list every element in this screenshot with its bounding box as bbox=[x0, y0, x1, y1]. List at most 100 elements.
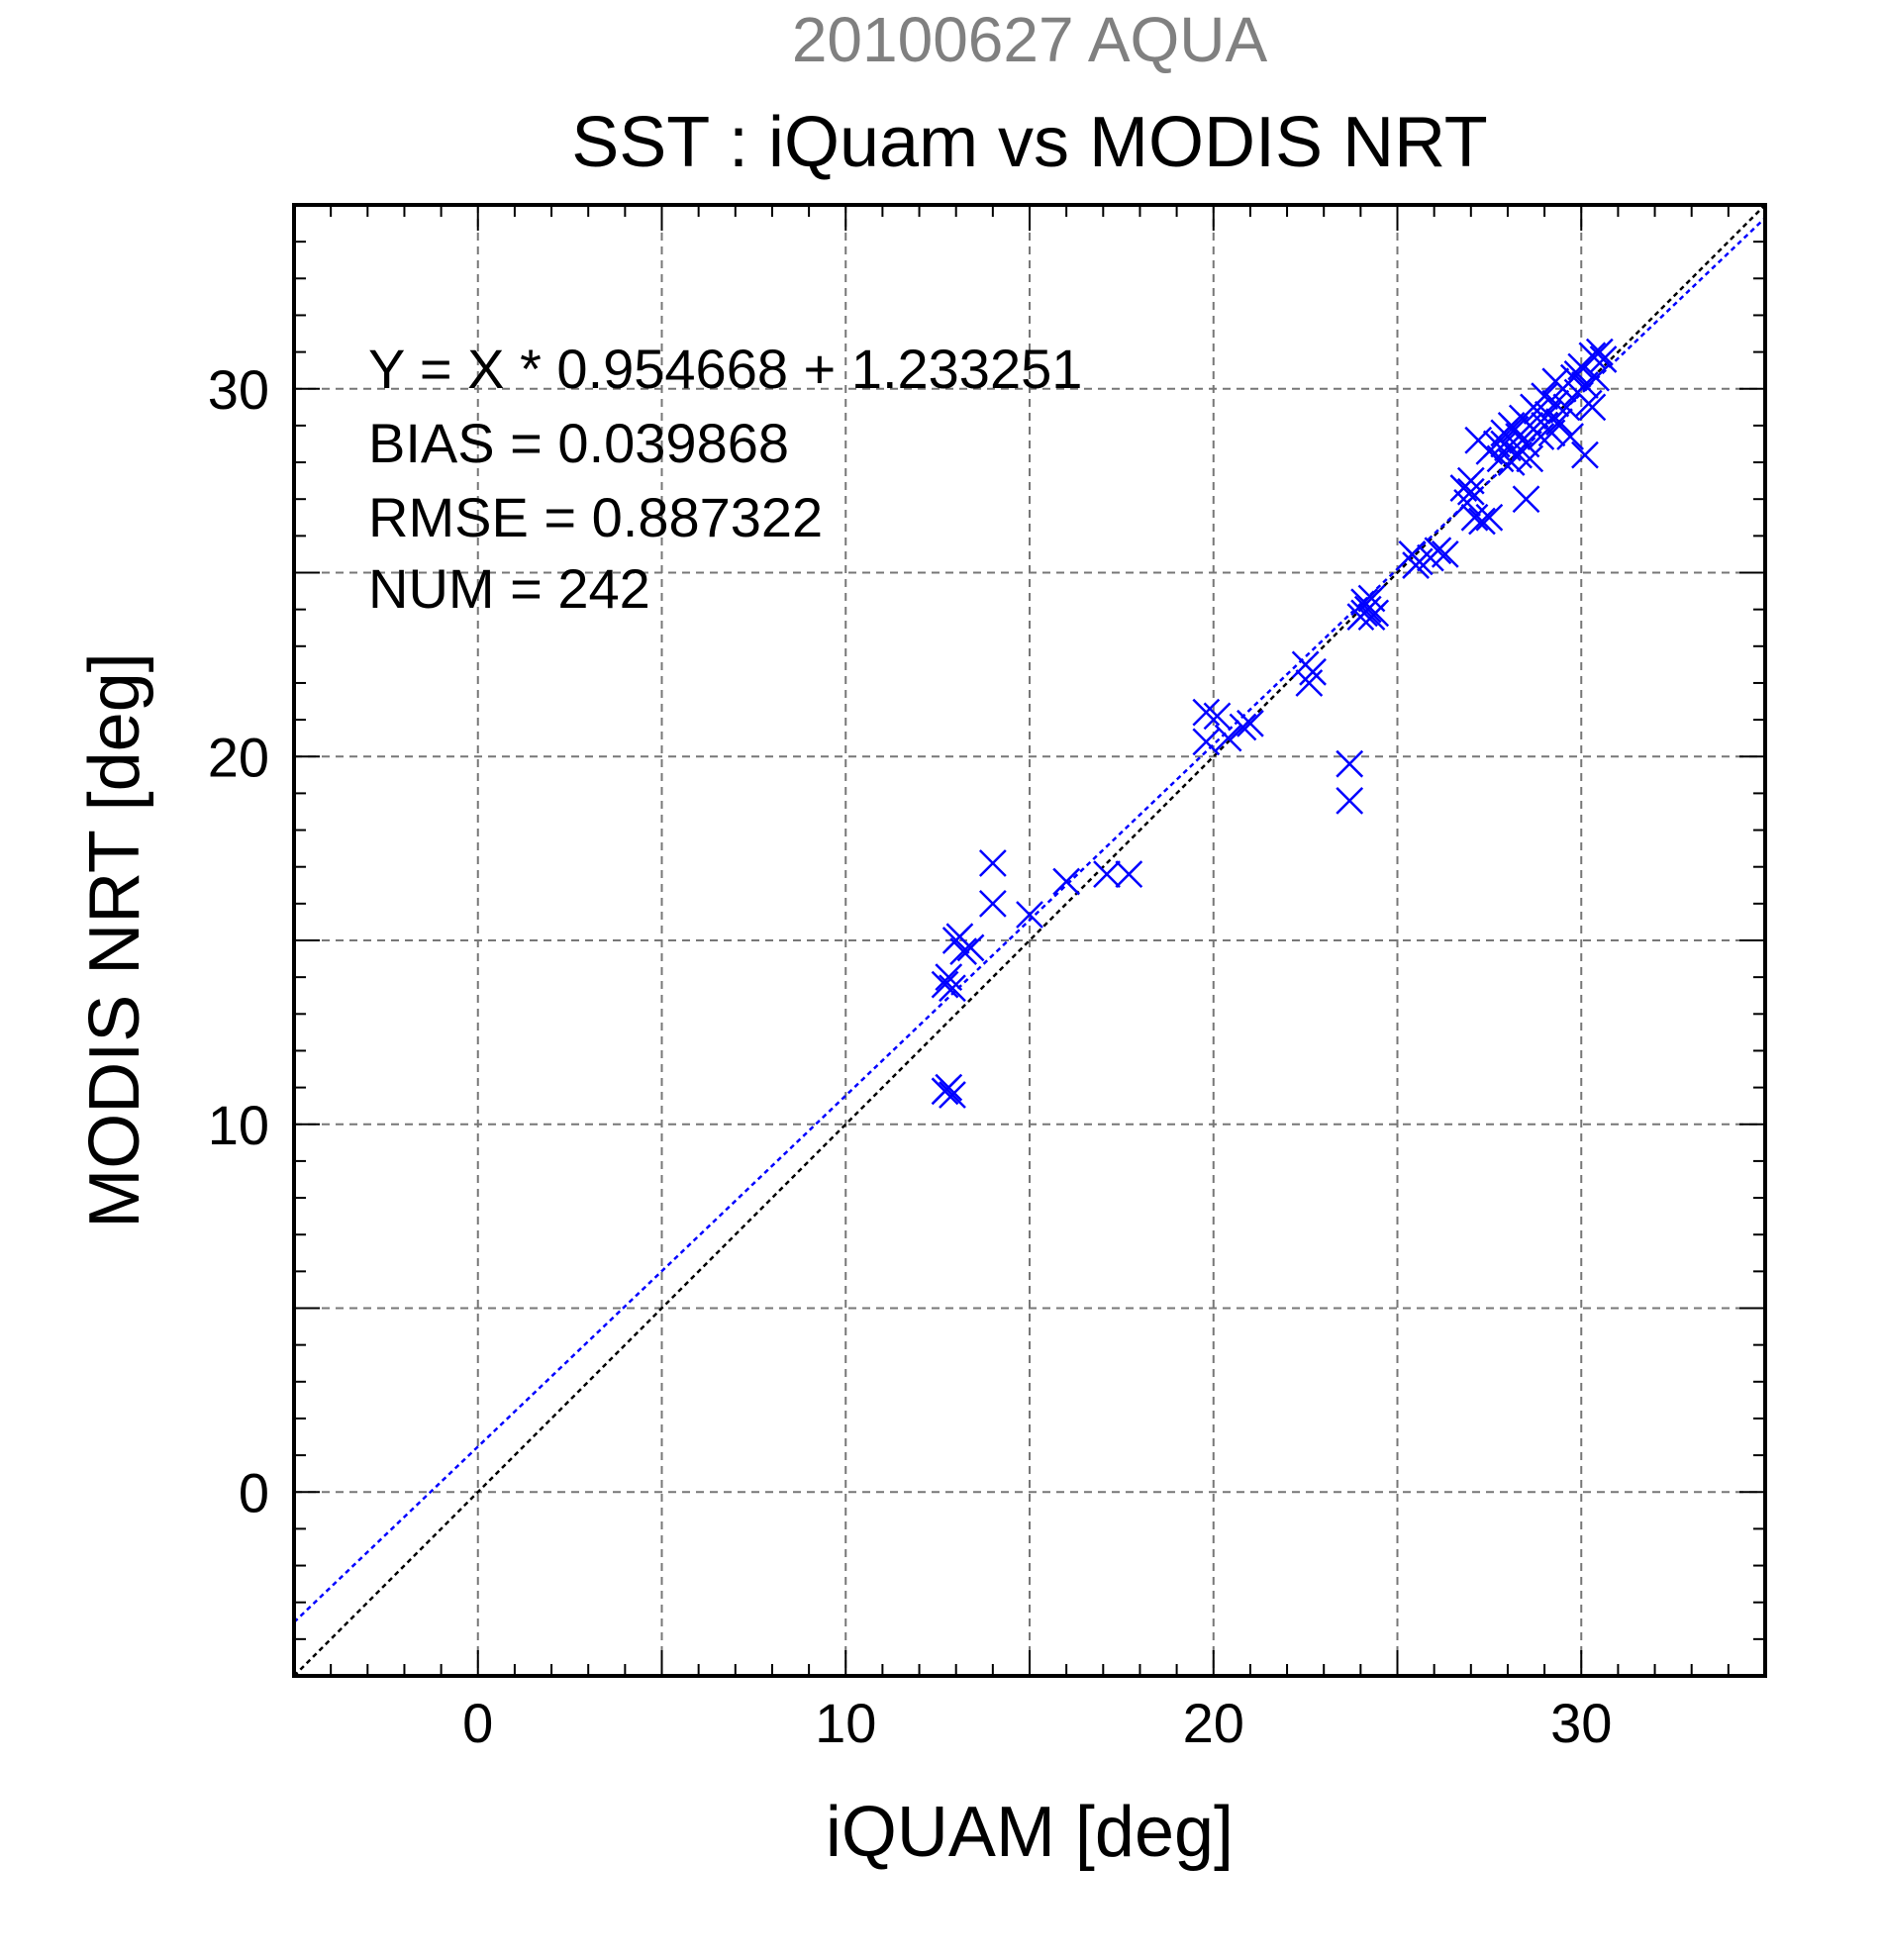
data-point-stroke bbox=[1460, 503, 1489, 532]
data-point-stroke bbox=[1578, 393, 1607, 422]
data-point-stroke bbox=[1585, 338, 1614, 366]
data-point-stroke bbox=[1353, 595, 1382, 624]
chart-supertitle: 20100627 AQUA bbox=[792, 4, 1268, 75]
data-point-stroke bbox=[1093, 860, 1121, 889]
chart-title: SST : iQuam vs MODIS NRT bbox=[571, 103, 1488, 182]
data-point bbox=[1516, 444, 1544, 473]
data-point-stroke bbox=[949, 937, 978, 966]
data-point-stroke bbox=[1192, 698, 1221, 727]
data-point-stroke bbox=[1214, 724, 1242, 752]
data-point-stroke bbox=[1589, 345, 1618, 373]
data-point bbox=[1237, 709, 1264, 737]
data-point bbox=[1357, 584, 1386, 613]
data-point-stroke bbox=[1520, 393, 1547, 422]
data-point-stroke bbox=[1203, 702, 1232, 731]
data-point bbox=[1336, 749, 1364, 778]
data-point-stroke bbox=[1505, 423, 1533, 450]
data-point-stroke bbox=[931, 1077, 959, 1106]
data-point-stroke bbox=[1475, 503, 1504, 532]
regression-equation: Y = X * 0.954668 + 1.233251 bbox=[368, 338, 1082, 400]
data-point-stroke bbox=[1541, 367, 1570, 396]
data-point bbox=[1589, 345, 1618, 373]
data-point-stroke bbox=[1552, 393, 1581, 422]
data-point bbox=[1115, 860, 1143, 889]
data-point-stroke bbox=[939, 974, 966, 1003]
data-point bbox=[1431, 540, 1459, 568]
data-point-stroke bbox=[978, 849, 1007, 877]
data-point bbox=[1192, 728, 1221, 756]
data-point bbox=[1350, 588, 1378, 617]
x-tick-labels: 0 10 20 30 bbox=[462, 1692, 1612, 1754]
data-point bbox=[939, 1081, 966, 1109]
data-point-stroke bbox=[1527, 423, 1555, 450]
data-point bbox=[1016, 901, 1043, 929]
reference-lines bbox=[293, 204, 1766, 1677]
y-tick-label: 20 bbox=[208, 726, 269, 788]
data-point-stroke bbox=[1556, 423, 1584, 450]
data-point bbox=[1497, 412, 1526, 440]
data-point-stroke bbox=[1541, 389, 1570, 418]
data-points bbox=[931, 338, 1618, 1109]
data-point-stroke bbox=[1456, 477, 1485, 506]
data-point-stroke bbox=[1237, 709, 1264, 737]
data-point bbox=[1456, 466, 1485, 495]
data-point-stroke bbox=[1578, 342, 1607, 370]
y-tick-label: 0 bbox=[239, 1461, 269, 1523]
data-point bbox=[1295, 669, 1324, 697]
data-point bbox=[1453, 489, 1481, 517]
data-point-stroke bbox=[1295, 669, 1324, 697]
data-point-stroke bbox=[1468, 507, 1496, 536]
data-point-stroke bbox=[945, 923, 974, 951]
data-point bbox=[1541, 389, 1570, 418]
data-point bbox=[1402, 551, 1430, 579]
data-point-stroke bbox=[935, 963, 963, 992]
stats-box: Y = X * 0.954668 + 1.233251 BIAS = 0.039… bbox=[368, 338, 1082, 620]
data-point bbox=[935, 963, 963, 992]
data-point bbox=[1571, 441, 1599, 469]
x-tick-label: 20 bbox=[1183, 1692, 1244, 1754]
data-point-stroke bbox=[1456, 466, 1485, 495]
data-point bbox=[1512, 485, 1540, 514]
data-point bbox=[1456, 477, 1485, 506]
data-point-stroke bbox=[1115, 860, 1143, 889]
num-text: NUM = 242 bbox=[368, 557, 650, 620]
data-point bbox=[1475, 503, 1504, 532]
data-point bbox=[1541, 367, 1570, 396]
data-point bbox=[1052, 867, 1081, 896]
data-point bbox=[1353, 595, 1382, 624]
data-point-stroke bbox=[1424, 537, 1452, 565]
data-point-stroke bbox=[931, 970, 959, 999]
data-point bbox=[931, 970, 959, 999]
data-point bbox=[1527, 423, 1555, 450]
data-point-stroke bbox=[1357, 584, 1386, 613]
data-point-stroke bbox=[1299, 657, 1327, 686]
data-point bbox=[1582, 363, 1610, 392]
data-point bbox=[1585, 338, 1614, 366]
data-point-stroke bbox=[1431, 540, 1459, 568]
x-axis-label: iQUAM [deg] bbox=[826, 1793, 1234, 1872]
data-point-stroke bbox=[1497, 412, 1526, 440]
data-point bbox=[1490, 430, 1519, 458]
data-point-stroke bbox=[1490, 430, 1519, 458]
data-point-stroke bbox=[1350, 588, 1378, 617]
data-point-stroke bbox=[1582, 363, 1610, 392]
data-point-stroke bbox=[1531, 412, 1558, 440]
data-point bbox=[978, 889, 1007, 918]
data-point bbox=[1093, 860, 1121, 889]
data-point bbox=[1460, 503, 1489, 532]
data-point-stroke bbox=[1336, 749, 1364, 778]
data-point bbox=[1556, 423, 1584, 450]
regression-line bbox=[293, 217, 1766, 1623]
data-point-stroke bbox=[1512, 485, 1540, 514]
data-point bbox=[939, 974, 966, 1003]
data-point bbox=[1520, 393, 1547, 422]
data-point-stroke bbox=[1016, 901, 1043, 929]
plot-frame bbox=[292, 203, 1767, 1678]
data-point bbox=[1214, 724, 1242, 752]
data-point-stroke bbox=[1052, 867, 1081, 896]
data-point-stroke bbox=[1192, 728, 1221, 756]
data-point-stroke bbox=[1229, 713, 1257, 741]
data-point bbox=[1578, 342, 1607, 370]
data-point-stroke bbox=[1336, 786, 1364, 815]
data-point-stroke bbox=[1563, 360, 1592, 388]
